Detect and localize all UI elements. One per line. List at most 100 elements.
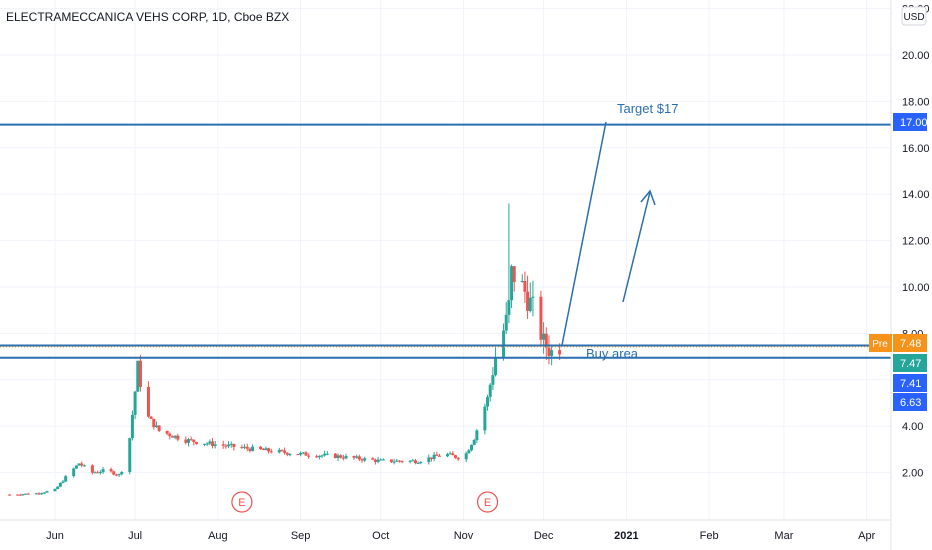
candle-body [454, 455, 457, 458]
earnings-marker-label: E [238, 497, 245, 509]
candle-body [427, 457, 431, 462]
candle-body [445, 454, 449, 457]
candle-body [224, 445, 228, 447]
candle-body [130, 414, 134, 439]
candle-body [435, 454, 439, 456]
candle-body [544, 333, 548, 348]
drawings-layer: Target $17 Buy area [0, 101, 891, 361]
candle-body [74, 465, 78, 469]
earnings-marker-label: E [484, 497, 491, 509]
candle-body [259, 446, 263, 450]
candle-body [34, 493, 38, 495]
chart-grid [0, 0, 891, 520]
candle-body [419, 461, 423, 464]
y-tick-label: 12.00 [902, 236, 930, 248]
candle-body [72, 468, 76, 477]
y-tick-label: 16.00 [902, 143, 930, 155]
candle-body [96, 472, 100, 474]
trend-line[interactable] [561, 121, 607, 346]
candle-body [16, 494, 20, 496]
candle-body [82, 465, 86, 467]
up-arrow-shaft[interactable] [622, 191, 651, 303]
up-arrow-icon [640, 189, 656, 206]
candle-body [510, 266, 514, 301]
candle-body [114, 474, 118, 476]
candle-body [109, 469, 113, 472]
candle-body [373, 459, 377, 462]
candle-body [64, 476, 68, 482]
candle-body [227, 444, 231, 447]
candle-body [18, 494, 22, 496]
candle-body [542, 333, 546, 340]
candle-body [491, 375, 495, 385]
y-tick-label: 14.00 [902, 189, 930, 201]
earnings-marker[interactable]: E [231, 491, 253, 513]
candle-body [456, 457, 460, 460]
candle-body [211, 441, 215, 446]
candle-body [304, 452, 308, 456]
candle-body [288, 454, 292, 456]
candle-body [165, 430, 169, 434]
candle-body [24, 493, 28, 495]
candle-body [261, 449, 265, 451]
x-tick-label: Apr [858, 530, 875, 542]
price-axis[interactable]: 2.004.006.008.0010.0012.0014.0016.0018.0… [890, 0, 930, 550]
candle-body [168, 433, 172, 437]
candle-body [315, 456, 319, 458]
x-tick-label: Jul [128, 530, 142, 542]
currency-button[interactable]: USD [901, 6, 927, 26]
candle-body [550, 350, 554, 356]
candle-body [526, 291, 530, 311]
candle-body [232, 443, 236, 448]
candle-body [61, 481, 65, 483]
candle-body [325, 453, 329, 455]
x-tick-label: Mar [774, 530, 793, 542]
candle-body [152, 418, 156, 428]
candle-body [133, 391, 137, 415]
candle-body [381, 459, 385, 461]
symbol-title: ELECTRAMECCANICA VEHS CORP, 1D, Cboe BZX [6, 10, 289, 24]
price-badge-value: 17.00 [900, 117, 928, 129]
candle-body [389, 459, 393, 463]
candle-body [187, 439, 190, 443]
price-badge-value: 7.48 [900, 338, 921, 350]
candle-body [280, 449, 284, 451]
candle-body [90, 465, 94, 473]
price-badge-prefix: Pre [872, 339, 888, 350]
candle-body [117, 474, 121, 476]
y-tick-label: 18.00 [902, 96, 930, 108]
candle-body [320, 455, 324, 457]
candle-body [146, 386, 150, 417]
candle-body [472, 440, 476, 445]
candle-body [264, 448, 268, 451]
candle-body [245, 446, 249, 449]
candle-body [240, 447, 244, 449]
candle-body [203, 443, 207, 445]
candle-body [45, 491, 49, 493]
candle-body [157, 425, 161, 431]
candle-body [93, 472, 97, 474]
candle-body [80, 463, 84, 466]
earnings-marker[interactable]: E [476, 491, 499, 513]
candle-body [267, 448, 271, 452]
candle-body [128, 438, 132, 472]
candle-body [379, 459, 383, 461]
candle-body [333, 453, 337, 459]
y-tick-label: 10.00 [902, 282, 930, 294]
candle-body [205, 443, 209, 445]
candle-body [195, 442, 199, 444]
candle-body [395, 460, 399, 462]
candle-body [42, 492, 46, 494]
y-tick-label: 2.00 [902, 468, 923, 480]
price-badge-value: 7.41 [900, 378, 921, 390]
candle-body [520, 281, 524, 283]
candle-body [558, 350, 562, 355]
candle-body [120, 471, 124, 475]
price-badges: Pre 7.48 7.47 7.41 6.63 17.00 [869, 113, 928, 411]
time-axis[interactable]: Jun Jul Aug Sep Oct Nov Dec 2021 Feb Mar Apr [0, 519, 891, 542]
candle-body [470, 444, 474, 451]
price-badge-value: 6.63 [900, 397, 921, 409]
candle-body [149, 416, 153, 419]
